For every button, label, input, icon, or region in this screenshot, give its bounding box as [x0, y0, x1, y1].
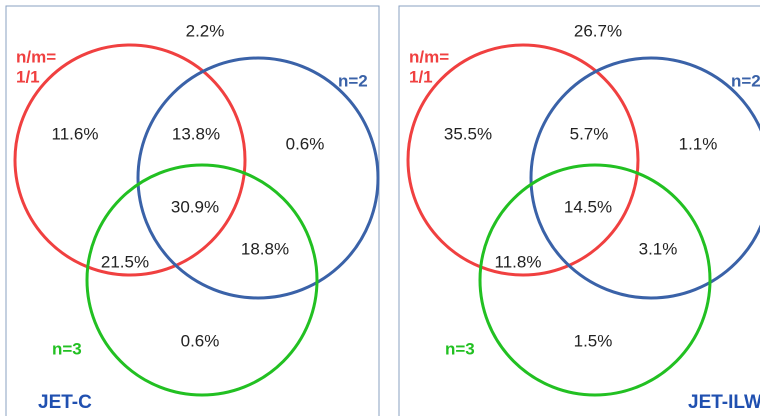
region-value: 35.5%: [444, 124, 492, 143]
panel-name: JET-C: [38, 392, 92, 413]
region-value: 13.8%: [172, 124, 220, 143]
set-circle: [478, 163, 712, 397]
set-circle: [529, 56, 760, 300]
set-label: n/m=: [409, 47, 449, 66]
set-circle: [136, 56, 380, 300]
region-value: 30.9%: [171, 197, 219, 216]
set-label: n=2: [338, 71, 368, 90]
region-value: 21.5%: [101, 252, 149, 271]
region-value: 1.1%: [679, 134, 718, 153]
region-value: 11.8%: [495, 252, 542, 271]
region-value: 11.6%: [52, 124, 99, 143]
set-circle: [406, 43, 640, 277]
region-value: 1.5%: [574, 331, 613, 350]
panel-name: JET-ILW: [688, 392, 760, 413]
region-value: 5.7%: [570, 124, 609, 143]
set-label: n=3: [445, 339, 475, 358]
set-label: n=3: [52, 339, 82, 358]
set-label: 1/1: [409, 67, 433, 86]
region-value: 0.6%: [181, 331, 220, 350]
set-circle: [13, 43, 247, 277]
region-value: 14.5%: [564, 197, 612, 216]
region-value: 0.6%: [286, 134, 325, 153]
panel-frame: [398, 5, 760, 416]
panel-frame: [5, 5, 380, 416]
set-circle: [85, 163, 319, 397]
set-label: n=2: [731, 71, 760, 90]
region-value: 3.1%: [639, 239, 678, 258]
region-value: 26.7%: [574, 21, 622, 40]
set-label: n/m=: [16, 47, 56, 66]
region-value: 18.8%: [241, 239, 289, 258]
region-value: 2.2%: [186, 21, 225, 40]
set-label: 1/1: [16, 67, 40, 86]
